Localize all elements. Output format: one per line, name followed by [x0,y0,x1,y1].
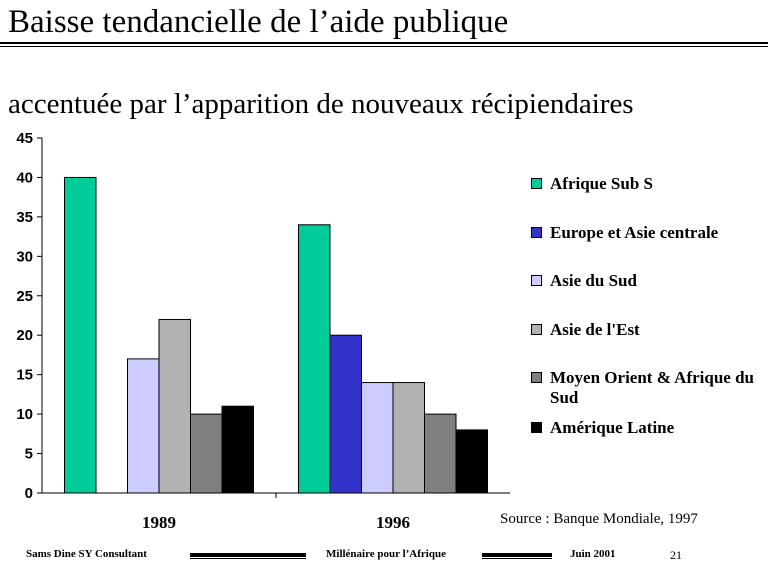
bar [158,318,191,494]
title-rule [0,42,768,44]
bar [221,405,254,494]
legend-item: Amérique Latine [531,418,765,438]
y-tick-label: 0 [25,485,33,502]
footer-divider-right [482,553,552,559]
y-tick-label: 10 [16,406,33,423]
y-tick-label: 40 [16,169,33,186]
x-category-label: 1996 [376,513,410,532]
legend-label: Moyen Orient & Afrique du Sud [550,368,754,407]
bar [64,176,97,494]
legend-item: Moyen Orient & Afrique du Sud [531,368,765,408]
slide-title: Baisse tendancielle de l’aide publique [8,4,509,40]
bar [361,382,394,494]
legend-label: Asie de l'Est [550,320,640,339]
slide-subtitle: accentuée par l’apparition de nouveaux r… [8,88,634,120]
y-tick-label: 15 [16,367,33,384]
y-tick-label: 45 [16,130,33,147]
bar [127,358,160,494]
footer-date: Juin 2001 [570,548,616,560]
footer-author: Sams Dine SY Consultant [26,548,147,560]
legend-swatch [531,324,542,335]
legend-swatch [531,275,542,286]
x-category-label: 1989 [142,513,176,532]
legend-label: Europe et Asie centrale [550,223,719,242]
bar [329,334,362,494]
y-tick-label: 20 [16,327,33,344]
legend-item: Asie du Sud [531,271,765,291]
footer-page-number: 21 [670,548,682,562]
title-rule-thin [0,46,768,47]
bar [298,224,331,494]
legend-swatch [531,178,542,189]
legend-item: Asie de l'Est [531,320,765,340]
y-tick-label: 35 [16,209,33,226]
y-tick-label: 25 [16,288,33,305]
legend-swatch [531,372,542,383]
y-tick-label: 5 [25,446,33,463]
legend-label: Afrique Sub S [550,174,653,193]
legend-label: Asie du Sud [550,271,637,290]
legend-swatch [531,422,542,433]
y-tick-label: 30 [16,248,33,265]
source-note: Source : Banque Mondiale, 1997 [500,511,698,527]
footer-center-text: Millénaire pour l’Afrique [326,548,446,560]
legend-item: Afrique Sub S [531,174,765,194]
legend-item: Europe et Asie centrale [531,223,765,243]
legend-swatch [531,227,542,238]
bar [424,413,457,494]
bar [392,382,425,494]
legend-label: Amérique Latine [550,418,675,437]
footer-divider-left [190,553,306,559]
bar [455,429,488,494]
bar [190,413,223,494]
